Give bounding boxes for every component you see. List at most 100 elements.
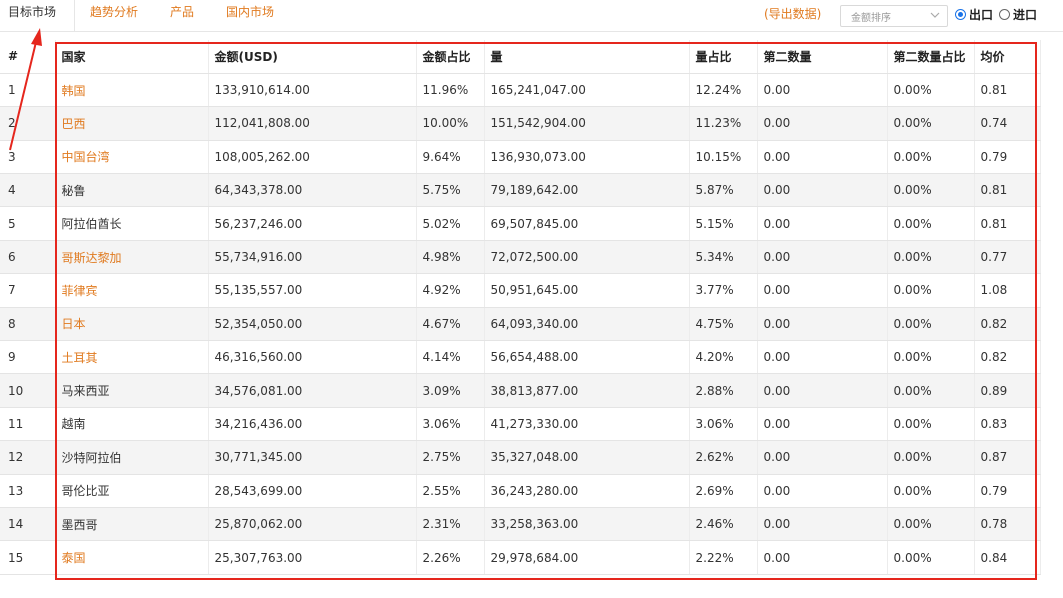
- tab-target-market[interactable]: 目标市场: [8, 5, 57, 19]
- sort-select[interactable]: 金额排序: [840, 5, 948, 27]
- cell-amount-pct: 2.55%: [416, 474, 485, 508]
- cell-country[interactable]: 中国台湾: [55, 140, 209, 175]
- cell-avg-price: 0.87: [974, 440, 1041, 475]
- cell-avg-price: 0.81: [974, 73, 1041, 108]
- chevron-down-icon: [930, 12, 940, 18]
- cell-avg-price: 0.78: [974, 507, 1041, 542]
- cell-amount: 34,576,081.00: [208, 373, 417, 408]
- table-row: 6 哥斯达黎加 55,734,916.00 4.98% 72,072,500.00 5.3…: [0, 240, 1041, 275]
- cell-amount: 55,135,557.00: [208, 273, 417, 308]
- cell-country[interactable]: 菲律宾: [55, 273, 209, 308]
- cell-second-quantity: 0.00: [757, 373, 888, 408]
- cell-index: 4: [0, 173, 56, 208]
- cell-country[interactable]: 韩国: [55, 73, 209, 108]
- cell-second-quantity: 0.00: [757, 140, 888, 175]
- radio-import-label: 进口: [1013, 8, 1038, 22]
- cell-second-quantity-pct: 0.00%: [887, 173, 975, 208]
- cell-index: 14: [0, 507, 56, 542]
- cell-index: 5: [0, 206, 56, 241]
- cell-amount: 133,910,614.00: [208, 73, 417, 108]
- table-row: 14 墨西哥 25,870,062.00 2.31% 33,258,363.00 2.46…: [0, 507, 1041, 542]
- cell-avg-price: 0.77: [974, 240, 1041, 275]
- cell-second-quantity-pct: 0.00%: [887, 340, 975, 375]
- header-index: #: [0, 40, 56, 74]
- cell-country[interactable]: 巴西: [55, 106, 209, 141]
- cell-quantity: 151,542,904.00: [484, 106, 690, 141]
- radio-export-button[interactable]: [955, 9, 966, 20]
- cell-index: 13: [0, 474, 56, 508]
- table-row: 2 巴西 112,041,808.00 10.00% 151,542,904.00 11.…: [0, 106, 1041, 141]
- cell-second-quantity: 0.00: [757, 273, 888, 308]
- cell-avg-price: 0.74: [974, 106, 1041, 141]
- cell-second-quantity: 0.00: [757, 106, 888, 141]
- table-body: 1 韩国 133,910,614.00 11.96% 165,241,047.00 12.…: [0, 73, 1041, 575]
- cell-country: 马来西亚: [55, 373, 209, 408]
- cell-index: 8: [0, 307, 56, 342]
- tab-divider: [74, 0, 75, 32]
- cell-second-quantity-pct: 0.00%: [887, 507, 975, 542]
- table-row: 9 土耳其 46,316,560.00 4.14% 56,654,488.00 4.20%…: [0, 340, 1041, 375]
- cell-second-quantity: 0.00: [757, 440, 888, 475]
- cell-quantity: 69,507,845.00: [484, 206, 690, 241]
- cell-amount: 25,870,062.00: [208, 507, 417, 542]
- tab-trend-analysis[interactable]: 趋势分析: [90, 5, 139, 19]
- cell-country[interactable]: 哥斯达黎加: [55, 240, 209, 275]
- cell-index: 9: [0, 340, 56, 375]
- table-header-row: # 国家 金额(USD) 金额占比 量 量占比 第二数量 第二数量占比 均价: [0, 40, 1041, 74]
- table-row: 4 秘鲁 64,343,378.00 5.75% 79,189,642.00 5.87% 0…: [0, 173, 1041, 208]
- cell-country: 阿拉伯酋长: [55, 206, 209, 241]
- cell-index: 7: [0, 273, 56, 308]
- cell-quantity: 64,093,340.00: [484, 307, 690, 342]
- header-quantity: 量: [484, 40, 690, 74]
- radio-export-label: 出口: [969, 8, 994, 22]
- cell-quantity: 136,930,073.00: [484, 140, 690, 175]
- cell-second-quantity-pct: 0.00%: [887, 240, 975, 275]
- cell-amount: 46,316,560.00: [208, 340, 417, 375]
- cell-amount: 56,237,246.00: [208, 206, 417, 241]
- cell-avg-price: 0.82: [974, 307, 1041, 342]
- table-row: 11 越南 34,216,436.00 3.06% 41,273,330.00 3.06%…: [0, 407, 1041, 442]
- cell-amount: 34,216,436.00: [208, 407, 417, 442]
- radio-export[interactable]: 出口: [955, 6, 993, 23]
- table-row: 7 菲律宾 55,135,557.00 4.92% 50,951,645.00 3.77%…: [0, 273, 1041, 308]
- cell-second-quantity: 0.00: [757, 407, 888, 442]
- tab-product[interactable]: 产品: [170, 5, 195, 19]
- tab-domestic-market[interactable]: 国内市场: [226, 5, 275, 19]
- cell-quantity: 72,072,500.00: [484, 240, 690, 275]
- cell-quantity: 29,978,684.00: [484, 540, 690, 575]
- header-amount-pct: 金额占比: [416, 40, 485, 74]
- table-row: 3 中国台湾 108,005,262.00 9.64% 136,930,073.00 10…: [0, 140, 1041, 175]
- cell-quantity-pct: 3.06%: [689, 407, 758, 442]
- cell-country[interactable]: 土耳其: [55, 340, 209, 375]
- cell-quantity-pct: 11.23%: [689, 106, 758, 141]
- cell-avg-price: 0.84: [974, 540, 1041, 575]
- cell-index: 10: [0, 373, 56, 408]
- cell-country: 哥伦比亚: [55, 474, 209, 508]
- cell-amount-pct: 4.14%: [416, 340, 485, 375]
- cell-amount-pct: 4.98%: [416, 240, 485, 275]
- export-data-link[interactable]: (导出数据): [764, 7, 822, 21]
- cell-country[interactable]: 日本: [55, 307, 209, 342]
- cell-second-quantity: 0.00: [757, 540, 888, 575]
- cell-quantity-pct: 12.24%: [689, 73, 758, 108]
- cell-avg-price: 0.82: [974, 340, 1041, 375]
- cell-amount: 55,734,916.00: [208, 240, 417, 275]
- cell-amount-pct: 4.92%: [416, 273, 485, 308]
- radio-import-button[interactable]: [999, 9, 1011, 20]
- cell-amount-pct: 10.00%: [416, 106, 485, 141]
- table-row: 8 日本 52,354,050.00 4.67% 64,093,340.00 4.75% 0…: [0, 307, 1041, 342]
- cell-second-quantity-pct: 0.00%: [887, 140, 975, 175]
- cell-quantity-pct: 5.15%: [689, 206, 758, 241]
- cell-index: 12: [0, 440, 56, 475]
- cell-index: 6: [0, 240, 56, 275]
- table-row: 15 泰国 25,307,763.00 2.26% 29,978,684.00 2.22%…: [0, 540, 1041, 575]
- cell-second-quantity-pct: 0.00%: [887, 73, 975, 108]
- cell-second-quantity: 0.00: [757, 206, 888, 241]
- radio-import[interactable]: 进口: [999, 6, 1037, 23]
- cell-index: 3: [0, 140, 56, 175]
- cell-quantity-pct: 2.62%: [689, 440, 758, 475]
- cell-country[interactable]: 泰国: [55, 540, 209, 575]
- cell-amount: 30,771,345.00: [208, 440, 417, 475]
- cell-index: 15: [0, 540, 56, 575]
- trade-direction-radio-group: 出口 进口: [955, 6, 1043, 23]
